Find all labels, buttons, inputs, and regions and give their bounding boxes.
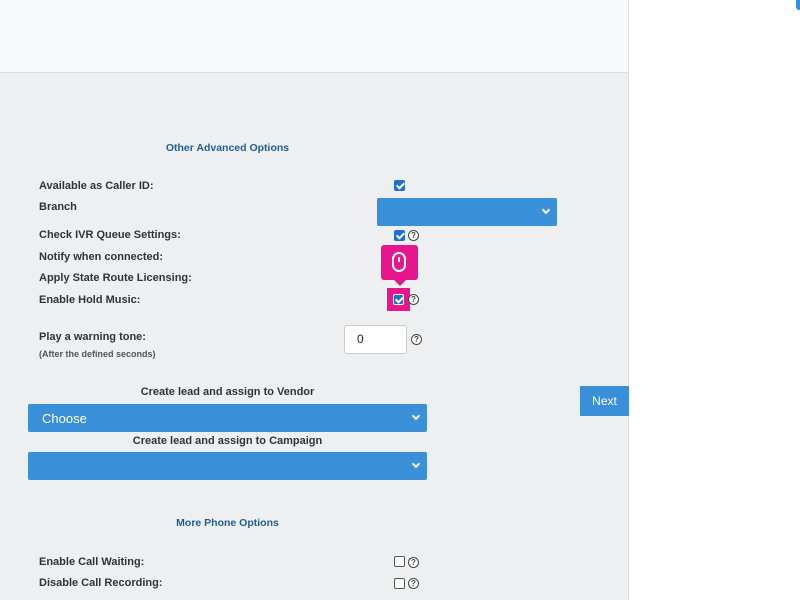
phone-options-title: More Phone Options: [176, 517, 279, 529]
right-side-panel: [628, 0, 800, 600]
vendor-select-value: Choose: [42, 410, 87, 426]
caller-id-label: Available as Caller ID:: [39, 180, 154, 192]
cursor-marker: [381, 245, 418, 286]
hold-music-label: Enable Hold Music:: [39, 294, 141, 306]
corner-tab[interactable]: [796, 0, 800, 10]
call-waiting-help-icon[interactable]: ?: [408, 557, 419, 568]
ivr-queue-help-icon[interactable]: ?: [408, 230, 419, 241]
top-header-band: [0, 0, 628, 73]
enable-hold-music-checkbox[interactable]: [393, 294, 404, 305]
advanced-options-title: Other Advanced Options: [165, 142, 290, 154]
warning-tone-help-icon[interactable]: ?: [411, 334, 422, 345]
vendor-title: Create lead and assign to Vendor: [140, 386, 315, 398]
ivr-queue-label: Check IVR Queue Settings:: [39, 229, 181, 241]
ivr-queue-checkbox[interactable]: [394, 230, 405, 241]
vendor-select[interactable]: Choose: [28, 404, 427, 432]
call-recording-help-icon[interactable]: ?: [408, 578, 419, 589]
campaign-title: Create lead and assign to Campaign: [132, 435, 323, 447]
warning-tone-label: Play a warning tone:: [39, 331, 146, 343]
branch-select[interactable]: [377, 198, 557, 226]
call-recording-label: Disable Call Recording:: [39, 577, 163, 589]
call-waiting-label: Enable Call Waiting:: [39, 556, 145, 568]
call-recording-checkbox[interactable]: [394, 578, 405, 589]
click-highlight: [387, 288, 410, 311]
chevron-down-icon: [541, 205, 551, 215]
call-waiting-checkbox[interactable]: [394, 556, 405, 567]
warning-tone-input[interactable]: 0: [344, 325, 407, 354]
warning-tone-sublabel: (After the defined seconds): [39, 349, 156, 359]
chevron-down-icon: [411, 459, 421, 469]
next-button[interactable]: Next: [580, 386, 629, 416]
branch-label: Branch: [39, 201, 77, 213]
state-route-label: Apply State Route Licensing:: [39, 272, 192, 284]
hold-music-help-icon[interactable]: ?: [408, 294, 419, 305]
form-panel: [0, 73, 628, 600]
chevron-down-icon: [411, 411, 421, 421]
notify-connected-label: Notify when connected:: [39, 251, 164, 263]
mouse-icon: [392, 252, 406, 272]
campaign-select[interactable]: [28, 452, 427, 480]
caller-id-checkbox[interactable]: [394, 180, 405, 191]
